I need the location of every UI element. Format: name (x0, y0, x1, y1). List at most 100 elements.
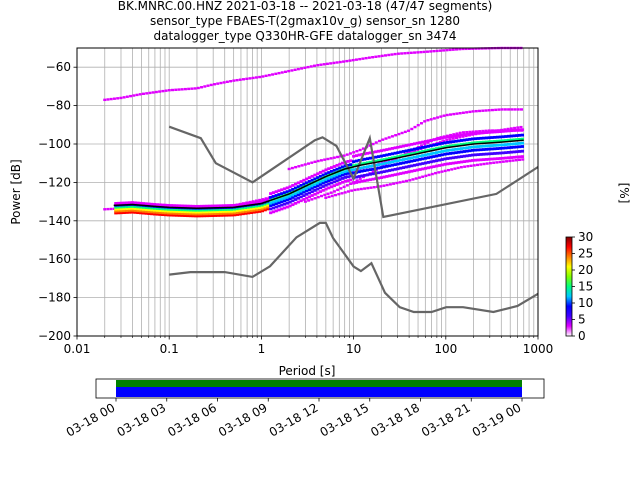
heatmap-cell (520, 145, 525, 148)
heatmap-cell (216, 214, 220, 217)
heatmap-cell (463, 165, 467, 168)
heatmap-cell (136, 209, 140, 213)
heatmap-cell (285, 186, 289, 190)
heatmap-cell (448, 162, 453, 165)
heatmap-cell (501, 151, 505, 155)
heatmap-cell (177, 208, 182, 212)
heatmap-cell (238, 208, 242, 212)
heatmap-cell (335, 61, 339, 64)
heatmap-cell (342, 60, 346, 63)
heatmap-cell (376, 171, 381, 175)
heatmap-cell (382, 148, 386, 152)
heatmap-cell (451, 151, 455, 155)
heatmap-cell (335, 173, 339, 177)
heatmap-cell (249, 201, 253, 205)
mean-line (113, 139, 524, 210)
heatmap-cell (417, 176, 421, 179)
heatmap-cell (340, 192, 344, 195)
heatmap-cell (302, 188, 306, 192)
heatmap-cell (194, 214, 198, 218)
heatmap-cell (407, 160, 411, 164)
heatmap-cell (426, 144, 430, 148)
heatmap-cell (238, 210, 242, 214)
heatmap-cell (442, 139, 446, 143)
heatmap-cell (472, 164, 476, 167)
heatmap-cell (396, 162, 400, 166)
heatmap-cell (245, 77, 249, 81)
heatmap-cell (280, 203, 284, 207)
heatmap-cell (376, 166, 381, 170)
heatmap-cell (471, 145, 475, 149)
heatmap-cell (345, 153, 349, 156)
heatmap-cell (454, 151, 458, 155)
heatmap-cell (506, 129, 511, 133)
heatmap-cell (183, 214, 187, 217)
heatmap-cell (329, 178, 334, 181)
y-axis-label: Power [dB] (9, 159, 23, 224)
heatmap-cell (484, 109, 488, 112)
heatmap-cell (422, 50, 426, 54)
heatmap-cell (302, 198, 306, 201)
heatmap-cell (388, 183, 392, 186)
heatmap-cell (493, 130, 497, 134)
heatmap-cell (254, 76, 258, 79)
heatmap-cell (368, 160, 372, 164)
heatmap-cell (418, 168, 422, 171)
heatmap-cell (478, 130, 482, 133)
heatmap-cell (510, 108, 514, 111)
colorbar (565, 236, 573, 337)
heatmap-cell (443, 152, 447, 156)
colorbar-tick-label: 5 (578, 313, 586, 327)
heatmap-cell (166, 209, 170, 213)
heatmap-cell (188, 214, 193, 218)
heatmap-cell (202, 214, 206, 218)
heatmap-cell (407, 165, 411, 168)
heatmap-cell (394, 157, 398, 161)
heatmap-cell (139, 201, 143, 205)
heatmap-cell (342, 185, 346, 189)
heatmap-cell (487, 109, 491, 112)
heatmap-cell (109, 97, 113, 101)
heatmap-cell (267, 73, 271, 77)
heatmap-cell (454, 136, 458, 140)
heatmap-cell (464, 47, 468, 51)
heatmap-cell (119, 207, 123, 211)
heatmap-cell (407, 143, 411, 147)
heatmap-cell (191, 212, 195, 216)
heatmap-cell (517, 158, 521, 162)
heatmap-cell (122, 209, 126, 213)
heatmap-cell (360, 174, 364, 178)
time-tick-label: 03-18 18 (368, 400, 422, 439)
y-tick-label: −120 (38, 175, 71, 189)
heatmap-cell (219, 210, 223, 213)
heatmap-cell (180, 210, 184, 214)
heatmap-cell (246, 205, 251, 209)
heatmap-cell (424, 174, 428, 178)
heatmap-cell (310, 161, 314, 164)
heatmap-cell (482, 144, 486, 148)
heatmap-cell (382, 165, 386, 169)
heatmap-cell (172, 204, 176, 208)
heatmap-cell (155, 203, 159, 207)
heatmap-cell (494, 129, 498, 132)
heatmap-cell (303, 200, 307, 203)
heatmap-cell (432, 117, 436, 120)
heatmap-cell (141, 211, 146, 215)
heatmap-cell (266, 201, 270, 205)
heatmap-cell (388, 174, 392, 178)
heatmap-cell (125, 95, 129, 98)
heatmap-cell (246, 201, 251, 205)
heatmap-cell (125, 201, 129, 205)
heatmap-cell (321, 181, 325, 185)
heatmap-cell (440, 158, 444, 161)
heatmap-cell (509, 127, 513, 130)
heatmap-cell (227, 213, 231, 217)
heatmap-cell (263, 204, 267, 208)
heatmap-cell (416, 51, 420, 54)
heatmap-cell (152, 203, 157, 206)
heatmap-cell (343, 172, 347, 176)
heatmap-cell (388, 147, 392, 151)
heatmap-cell (495, 151, 500, 155)
heatmap-cell (429, 118, 433, 121)
heatmap-cell (199, 214, 204, 218)
